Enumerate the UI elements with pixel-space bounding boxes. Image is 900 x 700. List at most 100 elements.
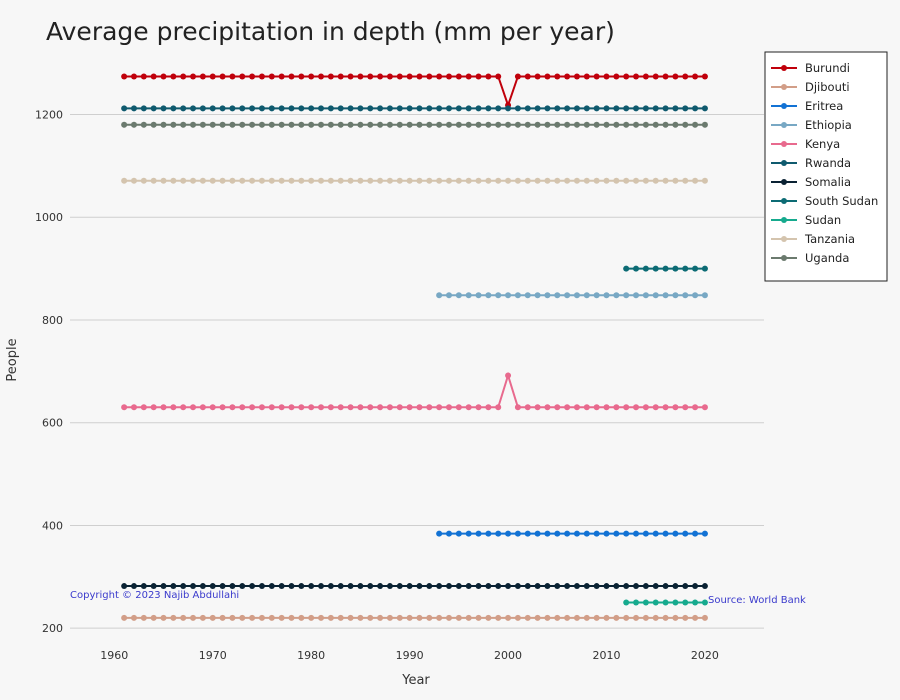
data-point bbox=[583, 73, 590, 80]
data-point bbox=[121, 121, 128, 128]
data-point bbox=[327, 177, 334, 184]
data-point bbox=[445, 105, 452, 112]
data-point bbox=[258, 404, 265, 411]
data-point bbox=[642, 599, 649, 606]
legend-item-burundi[interactable]: Burundi bbox=[771, 61, 850, 75]
data-point bbox=[386, 73, 393, 80]
legend-item-tanzania[interactable]: Tanzania bbox=[771, 232, 855, 246]
data-point bbox=[682, 73, 689, 80]
data-point bbox=[377, 121, 384, 128]
data-point bbox=[701, 292, 708, 299]
data-point bbox=[367, 404, 374, 411]
data-point bbox=[318, 73, 325, 80]
series-line-burundi bbox=[124, 75, 705, 109]
data-point bbox=[308, 614, 315, 621]
data-point bbox=[386, 121, 393, 128]
data-point bbox=[692, 583, 699, 590]
data-point bbox=[426, 404, 433, 411]
data-point bbox=[564, 121, 571, 128]
legend-item-uganda[interactable]: Uganda bbox=[771, 251, 849, 265]
data-point bbox=[219, 73, 226, 80]
data-point bbox=[406, 73, 413, 80]
data-point bbox=[337, 404, 344, 411]
data-point bbox=[445, 614, 452, 621]
data-point bbox=[475, 177, 482, 184]
data-point bbox=[357, 121, 364, 128]
data-point bbox=[564, 404, 571, 411]
data-point bbox=[199, 105, 206, 112]
data-point bbox=[534, 177, 541, 184]
data-point bbox=[170, 73, 177, 80]
legend-label: Eritrea bbox=[805, 99, 843, 113]
data-point bbox=[652, 73, 659, 80]
data-point bbox=[219, 177, 226, 184]
data-point bbox=[406, 177, 413, 184]
data-point bbox=[475, 404, 482, 411]
data-point bbox=[544, 614, 551, 621]
data-point bbox=[288, 121, 295, 128]
data-point bbox=[327, 404, 334, 411]
data-point bbox=[505, 583, 512, 590]
data-point bbox=[465, 404, 472, 411]
data-point bbox=[583, 121, 590, 128]
series-tanzania bbox=[121, 177, 708, 184]
data-point bbox=[682, 105, 689, 112]
legend-label: Kenya bbox=[805, 137, 840, 151]
data-point bbox=[406, 404, 413, 411]
data-point bbox=[593, 105, 600, 112]
data-point bbox=[130, 583, 137, 590]
legend-item-somalia[interactable]: Somalia bbox=[771, 175, 851, 189]
legend-item-rwanda[interactable]: Rwanda bbox=[771, 156, 851, 170]
data-point bbox=[445, 73, 452, 80]
data-point bbox=[593, 530, 600, 537]
data-point bbox=[367, 583, 374, 590]
data-point bbox=[672, 73, 679, 80]
data-point bbox=[603, 614, 610, 621]
data-point bbox=[514, 614, 521, 621]
data-point bbox=[150, 73, 157, 80]
data-point bbox=[642, 614, 649, 621]
data-point bbox=[396, 105, 403, 112]
legend-label: Somalia bbox=[805, 175, 851, 189]
x-tick-label: 1970 bbox=[199, 649, 227, 662]
data-point bbox=[445, 121, 452, 128]
data-point bbox=[258, 177, 265, 184]
data-point bbox=[534, 614, 541, 621]
data-point bbox=[623, 583, 630, 590]
series-line-kenya bbox=[124, 372, 705, 409]
legend-item-djibouti[interactable]: Djibouti bbox=[771, 80, 850, 94]
legend-label: Sudan bbox=[805, 213, 841, 227]
data-point bbox=[436, 292, 443, 299]
data-point bbox=[199, 121, 206, 128]
data-point bbox=[278, 583, 285, 590]
x-tick-label: 2020 bbox=[691, 649, 719, 662]
data-point bbox=[386, 404, 393, 411]
legend-swatch-marker bbox=[781, 198, 787, 204]
data-point bbox=[682, 614, 689, 621]
data-point bbox=[406, 583, 413, 590]
data-point bbox=[229, 583, 236, 590]
legend-item-ethiopia[interactable]: Ethiopia bbox=[771, 118, 852, 132]
legend-swatch-marker bbox=[781, 122, 787, 128]
legend-item-sudan[interactable]: Sudan bbox=[771, 213, 841, 227]
legend-item-kenya[interactable]: Kenya bbox=[771, 137, 840, 151]
data-point bbox=[249, 177, 256, 184]
data-point bbox=[701, 265, 708, 272]
legend-item-eritrea[interactable]: Eritrea bbox=[771, 99, 843, 113]
data-point bbox=[475, 121, 482, 128]
data-point bbox=[593, 404, 600, 411]
data-point bbox=[377, 177, 384, 184]
data-point bbox=[308, 105, 315, 112]
data-point bbox=[692, 121, 699, 128]
legend-item-south-sudan[interactable]: South Sudan bbox=[771, 194, 878, 208]
data-point bbox=[239, 73, 246, 80]
data-point bbox=[396, 73, 403, 80]
series-djibouti bbox=[121, 614, 708, 621]
data-point bbox=[160, 614, 167, 621]
data-point bbox=[436, 177, 443, 184]
y-tick-label: 1000 bbox=[35, 211, 63, 224]
data-point bbox=[190, 121, 197, 128]
data-point bbox=[544, 292, 551, 299]
data-point bbox=[514, 404, 521, 411]
data-point bbox=[672, 292, 679, 299]
